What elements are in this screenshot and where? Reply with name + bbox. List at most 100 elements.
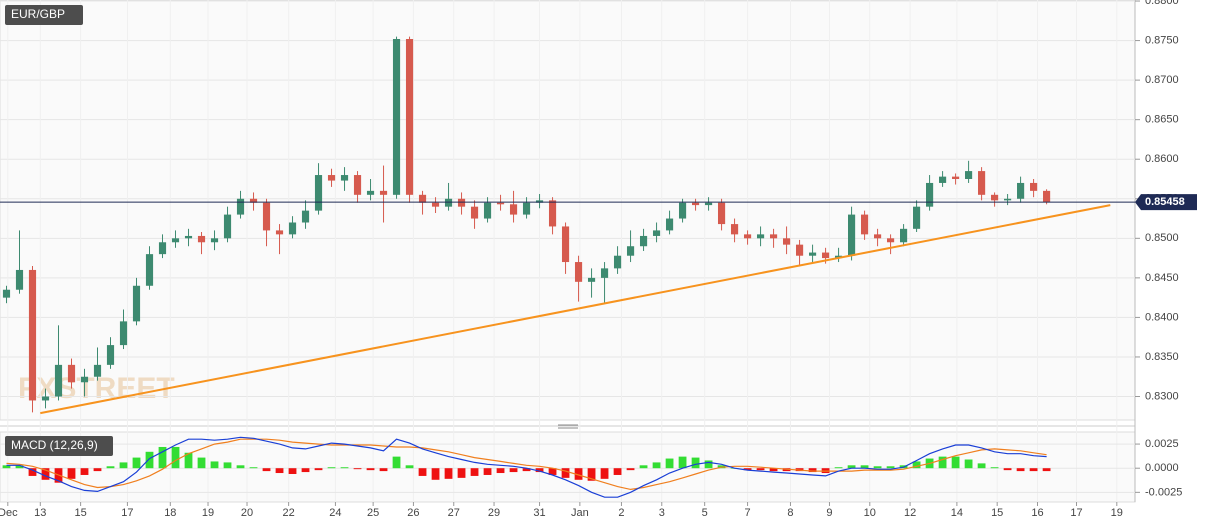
- histogram-bar: [314, 468, 323, 471]
- y-tick-label: -0.0025: [1145, 486, 1182, 498]
- candle-body: [262, 202, 271, 231]
- candle-body: [392, 38, 401, 195]
- y-tick-label: 0.8800: [1145, 0, 1179, 7]
- x-tick-label: 8: [787, 507, 793, 519]
- x-tick-label: 2: [618, 507, 624, 519]
- candle-body: [574, 262, 583, 282]
- histogram-bar: [28, 468, 37, 476]
- candle-body: [704, 202, 713, 206]
- candle-body: [978, 171, 986, 195]
- candle-body: [158, 242, 167, 255]
- histogram-bar: [210, 461, 219, 469]
- histogram-bar: [15, 465, 24, 469]
- x-tick-label: 25: [367, 507, 379, 519]
- title-box: [5, 436, 113, 456]
- candle-body: [600, 268, 609, 278]
- x-tick-label: 14: [951, 507, 963, 519]
- histogram-bar: [457, 468, 466, 478]
- histogram-bar: [834, 467, 843, 469]
- histogram-bar: [496, 468, 505, 474]
- candle-body: [2, 289, 11, 298]
- candle-body: [41, 396, 50, 401]
- histogram-bar: [2, 465, 11, 469]
- y-tick-label: 0.8400: [1145, 311, 1179, 323]
- x-tick-label: 15: [991, 507, 1003, 519]
- candle-body: [106, 345, 115, 365]
- candle-body: [1017, 182, 1025, 199]
- histogram-bar: [301, 468, 310, 473]
- candle-body: [54, 364, 63, 397]
- histogram-bar: [1003, 468, 1012, 471]
- histogram-bar: [67, 468, 76, 479]
- candle-body: [808, 252, 817, 256]
- histogram-bar: [249, 467, 258, 469]
- histogram-bar: [158, 446, 167, 469]
- candle-body: [561, 226, 570, 263]
- last-price-marker: [1135, 194, 1197, 211]
- signal-line: [6, 438, 1047, 491]
- histogram-bar: [80, 468, 89, 475]
- candle-body: [900, 228, 908, 243]
- x-tick-label: 27: [448, 507, 460, 519]
- candle-body: [861, 214, 869, 235]
- histogram-bar: [522, 468, 531, 472]
- histogram-bar: [977, 463, 986, 469]
- histogram-bar: [1042, 468, 1051, 472]
- histogram-bar: [600, 468, 609, 479]
- candle-body: [223, 214, 232, 239]
- candle-body: [652, 230, 661, 236]
- histogram-bar: [444, 468, 453, 479]
- price-panel: [0, 0, 1136, 421]
- candle-body: [535, 200, 544, 203]
- histogram-bar: [678, 456, 687, 469]
- candle-body: [67, 364, 76, 383]
- histogram-bar: [483, 468, 492, 475]
- resize-handle[interactable]: [558, 424, 578, 429]
- histogram-bar: [535, 468, 544, 473]
- candle-body: [379, 190, 388, 195]
- histogram-bar: [236, 465, 245, 469]
- x-tick-label: 12: [904, 507, 916, 519]
- candle-body: [782, 238, 791, 245]
- candle-body: [249, 198, 258, 203]
- macd-line: [6, 436, 1047, 498]
- histogram-bar: [197, 457, 206, 469]
- candle-body: [132, 285, 141, 322]
- candle-body: [119, 321, 128, 346]
- candle-body: [496, 202, 505, 205]
- x-tick-label: Jan: [571, 507, 589, 519]
- histogram-bar: [288, 468, 297, 474]
- histogram-bar: [1029, 468, 1038, 472]
- histogram-bar: [912, 461, 921, 469]
- histogram-bar: [353, 468, 362, 470]
- candle-body: [340, 175, 349, 181]
- x-tick-label: 24: [329, 507, 341, 519]
- candle-body: [821, 252, 830, 259]
- last-price-label: 0.85458: [1145, 196, 1185, 208]
- candle-body: [327, 175, 336, 181]
- candle-body: [353, 175, 362, 195]
- candle-body: [939, 176, 947, 183]
- candle-body: [548, 200, 557, 227]
- candle-body: [444, 198, 453, 207]
- y-tick-label: 0.8650: [1145, 114, 1179, 126]
- histogram-bar: [665, 458, 674, 469]
- histogram-bar: [41, 468, 50, 480]
- x-tick-label: 22: [283, 507, 295, 519]
- histogram-bar: [366, 468, 375, 471]
- candle-body: [756, 234, 765, 239]
- y-tick-label: 0.8350: [1145, 351, 1179, 363]
- x-tick-label: 13: [34, 507, 46, 519]
- histogram-bar: [964, 459, 973, 469]
- histogram-bar: [93, 468, 102, 472]
- candle-body: [405, 38, 414, 195]
- candle-body: [210, 238, 219, 243]
- candle-body: [366, 190, 375, 195]
- candle-body: [470, 206, 479, 219]
- candle-body: [913, 206, 921, 229]
- x-tick-label: 3: [659, 507, 665, 519]
- histogram-bar: [418, 468, 427, 476]
- x-tick-label: 10: [864, 507, 876, 519]
- y-tick-label: 0.8300: [1145, 390, 1179, 402]
- candle-body: [509, 204, 518, 215]
